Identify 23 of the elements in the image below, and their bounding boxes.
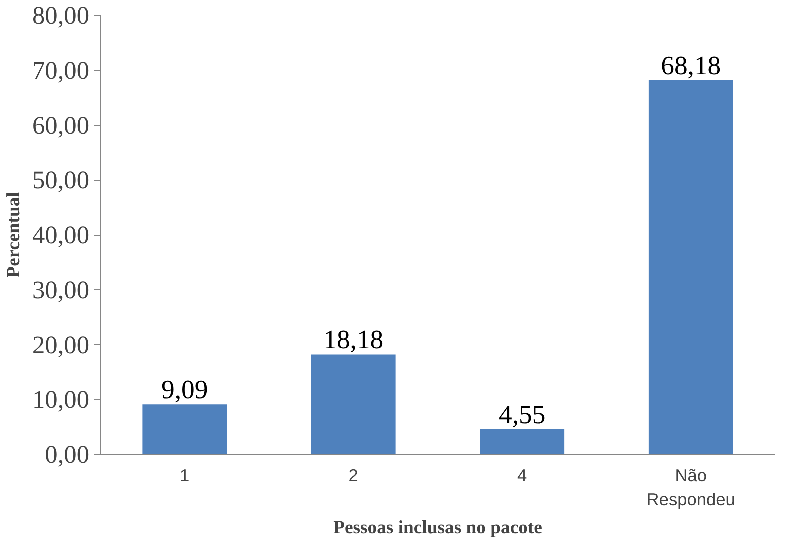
x-tick-label: Não Respondeu: [646, 466, 736, 510]
data-label: 68,18: [661, 50, 722, 80]
bar: [142, 404, 228, 454]
x-tick-label: 2: [348, 466, 358, 486]
bar: [648, 80, 734, 454]
y-tick-label: 70,00: [32, 56, 90, 85]
data-label: 4,55: [499, 400, 546, 430]
x-tick-label: 1: [180, 466, 190, 486]
data-label: 18,18: [324, 324, 384, 355]
y-tick-label: 20,00: [32, 331, 90, 360]
x-axis-title: Pessoas inclusas no pacote: [334, 518, 542, 538]
bar: [480, 430, 565, 454]
data-label: 9,09: [162, 374, 208, 405]
y-tick-label: 10,00: [32, 386, 90, 414]
y-tick-label: 40,00: [32, 222, 90, 250]
y-tick-label: 0,00: [45, 441, 90, 469]
y-tick-label: 30,00: [32, 276, 90, 304]
y-tick-label: 60,00: [32, 112, 90, 140]
y-axis-title: Percentual: [4, 192, 25, 278]
y-tick-label: 80,00: [32, 2, 90, 30]
bar: [311, 354, 396, 454]
y-tick-label: 50,00: [32, 166, 90, 195]
x-tick-label: 4: [518, 466, 528, 486]
